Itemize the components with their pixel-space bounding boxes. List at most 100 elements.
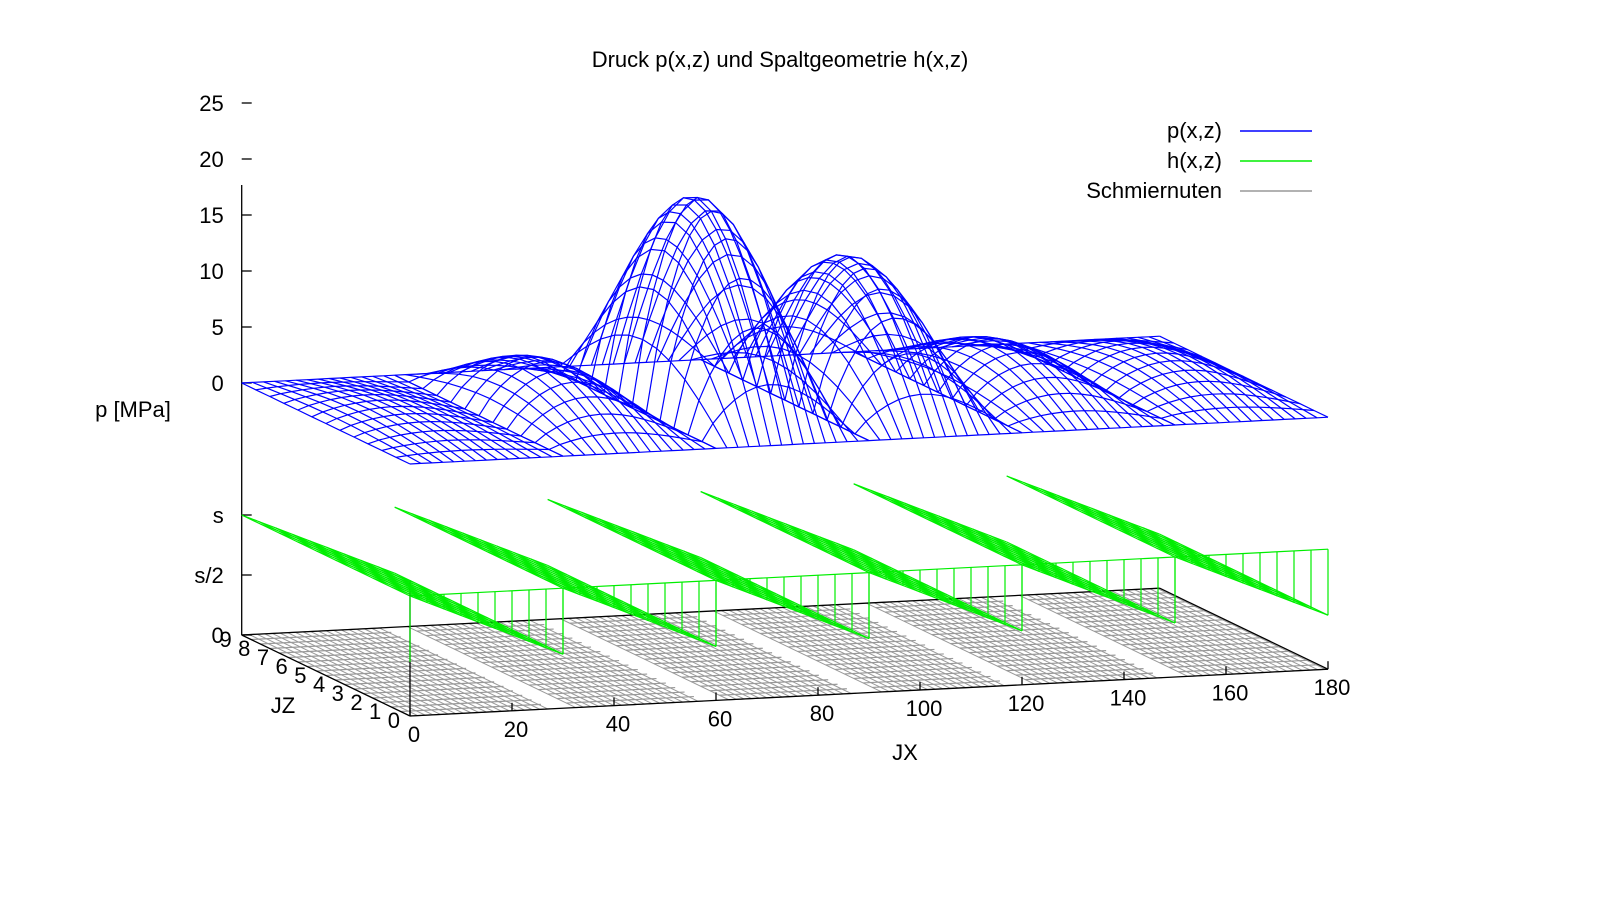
p-tick-label: 5: [211, 315, 223, 340]
p-mesh-line: [728, 299, 883, 374]
floor-hatch-line: [407, 626, 576, 709]
p-mesh-line: [478, 361, 633, 417]
h-mesh-line: [700, 557, 870, 640]
p-pad: [1006, 335, 1329, 426]
p-mesh-line: [534, 413, 689, 444]
floor-hatch-line: [743, 608, 913, 691]
floor-hatch-line: [904, 600, 1074, 683]
p-mesh-line: [269, 385, 423, 398]
p-mesh-line: [395, 448, 550, 458]
floor-hatch-line: [827, 604, 997, 687]
x-tick-label: 0: [408, 722, 420, 747]
h-mesh-line: [1021, 564, 1176, 624]
p-tick-label: 10: [199, 259, 223, 284]
z-tick-label: 8: [238, 636, 250, 661]
h-mesh-line: [1156, 547, 1310, 607]
h-pad: [853, 483, 1176, 631]
h-mesh-line: [360, 559, 530, 642]
floor-hatch-line: [302, 631, 472, 714]
legend-label: Schmiernuten: [1086, 178, 1222, 203]
p-mesh-line: [743, 271, 914, 439]
floor-hatch-line: [560, 618, 729, 701]
h-mesh-line: [946, 528, 1101, 588]
floor-hatch-line: [264, 633, 434, 716]
floor-hatch-line: [667, 612, 837, 695]
floor-hatch-line: [812, 605, 982, 688]
p-mesh-line: [631, 196, 786, 408]
h-mesh-line: [984, 546, 1138, 606]
h-tick-label: 0: [211, 623, 223, 648]
p-mesh-line: [742, 276, 897, 381]
h-mesh-line: [737, 509, 892, 569]
floor-hatch-line: [468, 622, 638, 705]
h-mesh-line: [394, 572, 564, 655]
p-mesh-line: [909, 336, 1064, 380]
floor-hatch-line: [287, 632, 457, 715]
p-pad: [853, 336, 1176, 434]
x-tick-label: 180: [1314, 675, 1351, 700]
h-mesh-line: [659, 552, 814, 613]
p-pad: [394, 354, 717, 457]
floor-hatch-line: [866, 602, 1035, 685]
floor-hatch-line: [1149, 588, 1319, 671]
floor-hatch-line: [1156, 587, 1326, 670]
h-mesh-line: [1125, 520, 1295, 603]
h-curtain-top: [562, 579, 717, 589]
floor-hatch-line: [835, 604, 1005, 687]
h-pad: [1006, 475, 1329, 623]
h-mesh-line: [391, 586, 545, 646]
h-mesh-line: [1118, 529, 1273, 589]
z-tick-label: 6: [276, 654, 288, 679]
p-mesh-line: [561, 316, 716, 375]
h-mesh-line: [921, 509, 1091, 592]
p-mesh-line: [1007, 410, 1162, 427]
h-mesh-line: [479, 538, 649, 622]
h-mesh-line: [868, 572, 1023, 632]
floor-hatch-line: [935, 599, 1104, 682]
h-surface: [241, 475, 1329, 662]
h-mesh-line: [316, 550, 470, 610]
p-mesh-line: [367, 429, 521, 445]
floor-hatch-line: [295, 631, 464, 714]
floor-hatch-line: [249, 634, 418, 717]
h-mesh-line: [530, 558, 700, 641]
z-tick-label: 0: [388, 708, 400, 733]
z-tick-label: 5: [294, 663, 306, 688]
h-mesh-line: [544, 578, 698, 638]
floor-hatch-line: [988, 596, 1158, 679]
floor-hatch-line: [1057, 592, 1227, 675]
p-mesh-line: [1137, 336, 1307, 419]
p-surface: [241, 196, 1329, 465]
h-mesh-line: [1108, 514, 1278, 597]
p-mesh-line: [562, 447, 717, 457]
h-mesh-line: [700, 491, 870, 574]
h-mesh-line: [850, 563, 1004, 623]
p-mesh-line: [770, 254, 925, 394]
floor-hatch-line: [583, 617, 752, 700]
h-mesh-line: [241, 514, 411, 597]
floor-hatch-line: [659, 613, 829, 696]
p-mesh-line: [575, 273, 730, 382]
floor-hatch-line: [1133, 589, 1303, 671]
p-mesh-line: [1159, 335, 1329, 418]
h-mesh-line: [793, 536, 948, 596]
h-mesh-line: [872, 492, 1026, 552]
h-tick-label: s: [213, 503, 224, 528]
h-mesh-line: [802, 529, 972, 612]
floor-hatch-line: [445, 624, 615, 707]
floor-hatch-line: [980, 596, 1150, 679]
h-mesh-line: [411, 513, 581, 596]
chart-title: Druck p(x,z) und Spaltgeometrie h(x,z): [592, 47, 969, 72]
floor-hatch-line: [379, 627, 548, 710]
floor-hatch-line: [1141, 588, 1311, 671]
p-mesh-line: [464, 356, 619, 410]
floor-hatch-line: [453, 623, 622, 706]
h-mesh-line: [409, 595, 564, 655]
y-axis-label: p [MPa]: [95, 397, 171, 422]
floor-hatch-line: [912, 600, 1081, 683]
floor-hatch-line: [766, 607, 936, 690]
h-mesh-line: [955, 522, 1125, 605]
floor-hatch-line: [371, 627, 541, 710]
h-curtain-top: [409, 587, 564, 597]
